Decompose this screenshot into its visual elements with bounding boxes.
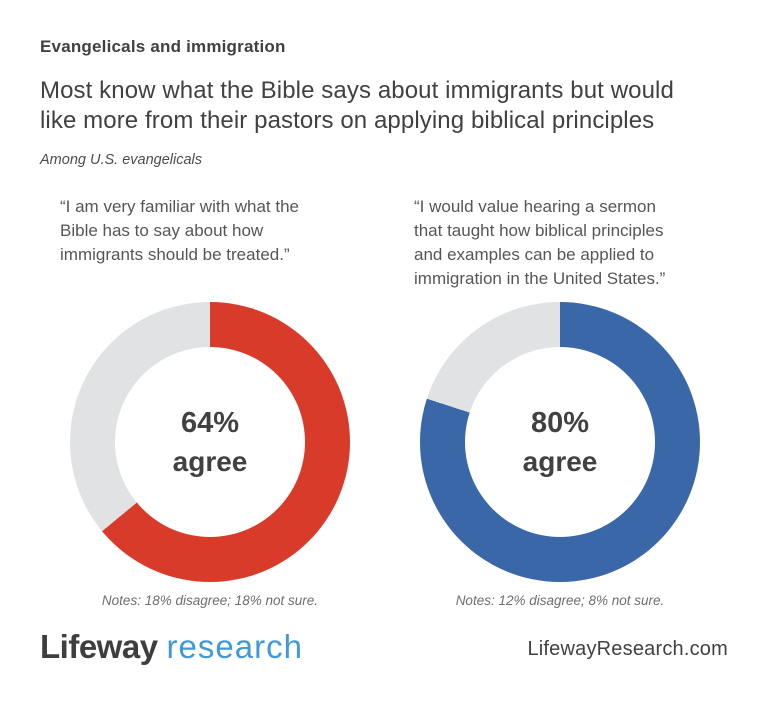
page-title: Most know what the Bible says about immi…: [40, 77, 674, 134]
logo-lifeway-text: Lifeway: [40, 628, 158, 665]
donut-chart-sermon-value: 80% agree: [420, 302, 700, 582]
subtitle-population: Among U.S. evangelicals: [40, 152, 202, 168]
survey-question-sermon-value: “I would value hearing a sermon that tau…: [414, 197, 666, 288]
logo-research-text: research: [166, 628, 303, 665]
kicker-heading: Evangelicals and immigration: [40, 37, 286, 56]
donut-percent-label: 64%: [180, 406, 240, 439]
donut-center-right: 80% agree: [465, 347, 655, 537]
lifeway-research-logo: Lifeway research: [40, 627, 303, 667]
chart-note-left: Notes: 18% disagree; 18% not sure.: [101, 593, 319, 608]
donut-center-left: 64% agree: [115, 347, 305, 537]
donut-percent-label: 80%: [530, 406, 590, 439]
survey-question-bible-familiarity: “I am very familiar with what the Bible …: [60, 197, 300, 264]
website-url: LifewayResearch.com: [527, 638, 728, 660]
donut-agree-label: agree: [522, 445, 598, 477]
donut-chart-bible-familiarity: 64% agree: [70, 302, 350, 582]
donut-agree-label: agree: [172, 445, 248, 477]
chart-note-right: Notes: 12% disagree; 8% not sure.: [455, 593, 665, 608]
